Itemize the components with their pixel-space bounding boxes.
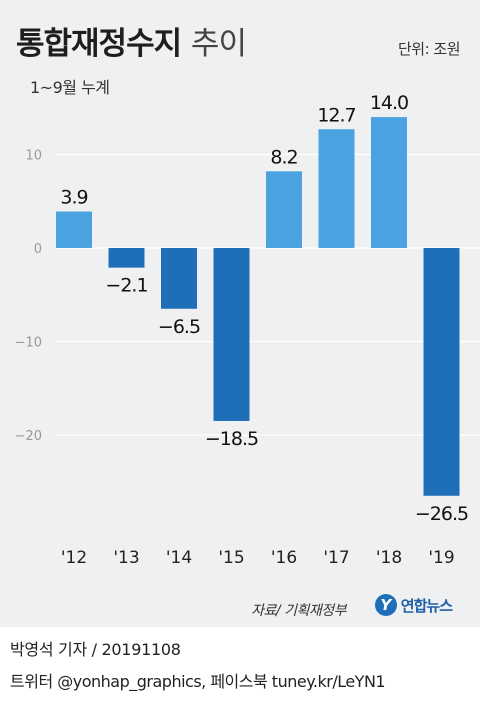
logo-mark-icon: Y [374, 594, 397, 616]
period-subtitle: 1~9월 누계 [30, 78, 110, 97]
data-label: 3.9 [60, 187, 87, 209]
bar [108, 248, 145, 268]
data-label: 12.7 [317, 104, 355, 126]
infographic-card: 통합재정수지 추이 단위: 조원 1~9월 누계 10 0 −10 −20 3.9 '12… [0, 0, 480, 627]
unit-label: 단위: 조원 [397, 40, 461, 58]
x-tick-label: '19 [428, 548, 454, 568]
x-tick-label: '14 [166, 548, 192, 568]
x-tick-label: '13 [113, 548, 139, 568]
bar [423, 248, 460, 496]
title-light: 추이 [190, 26, 247, 62]
x-tick-label: '15 [218, 548, 244, 568]
x-tick-label: '18 [376, 548, 402, 568]
social-links: 트위터 @yonhap_graphics, 페이스북 tuney.kr/LeYN… [10, 672, 386, 691]
y-tick-label: −10 [15, 336, 42, 351]
bar [371, 117, 407, 248]
data-label: −18.5 [205, 428, 258, 450]
bar [56, 211, 92, 248]
yonhap-logo: Y 연합뉴스 [374, 592, 453, 618]
data-label: −2.1 [105, 275, 147, 297]
title-bold: 통합재정수지 [16, 26, 182, 62]
y-tick-label: −20 [15, 429, 42, 444]
reporter-byline: 박영석 기자 / 20191108 [10, 640, 181, 659]
x-tick-label: '16 [271, 548, 297, 568]
x-tick-label: '17 [323, 548, 349, 568]
chart-title: 통합재정수지 추이 [16, 18, 247, 63]
bar [161, 248, 197, 309]
logo-text: 연합뉴스 [400, 596, 453, 615]
bar [266, 171, 302, 248]
data-label: 14.0 [370, 92, 408, 114]
y-tick-label: 0 [34, 242, 42, 257]
data-label: 8.2 [270, 146, 297, 168]
x-tick-label: '12 [61, 548, 87, 568]
y-tick-label: 10 [25, 149, 42, 164]
bar [318, 129, 355, 248]
data-label: −6.5 [158, 316, 200, 338]
bar [213, 248, 250, 421]
data-label: −26.5 [415, 503, 468, 525]
source-label: 자료/ 기획재정부 [251, 603, 346, 619]
bar-chart: 10 0 −10 −20 3.9 '12 −2.1 '13 −6.5 '14 −18.5 '15 8.2… [15, 92, 480, 568]
